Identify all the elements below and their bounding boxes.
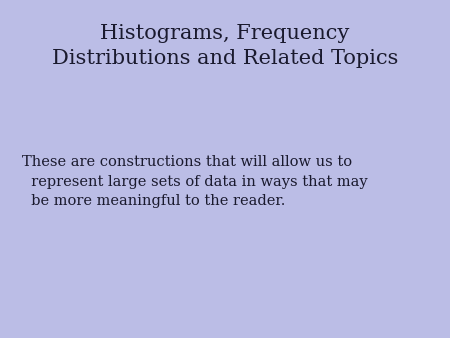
Text: These are constructions that will allow us to
  represent large sets of data in : These are constructions that will allow … <box>22 155 368 209</box>
Text: Histograms, Frequency
Distributions and Related Topics: Histograms, Frequency Distributions and … <box>52 24 398 68</box>
